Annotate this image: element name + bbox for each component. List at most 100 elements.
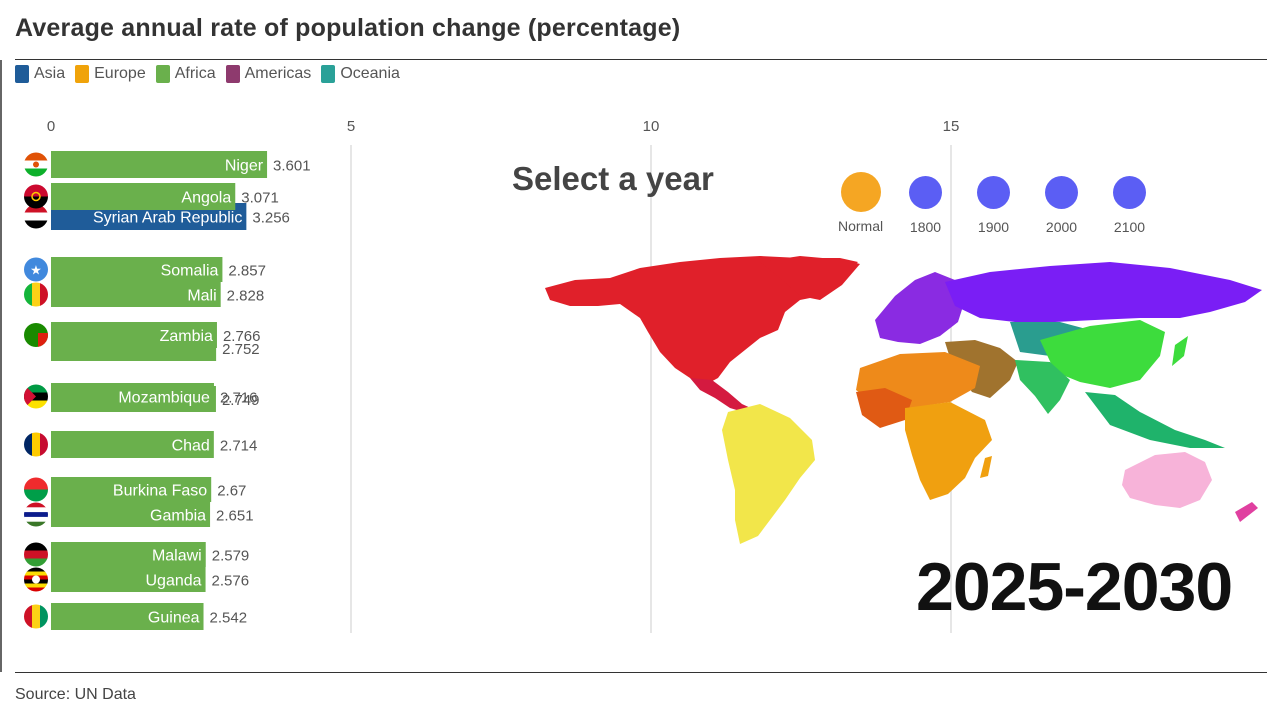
bar[interactable] [51,151,268,178]
year-circle-1900 [977,176,1010,209]
bar[interactable] [51,322,217,348]
bar-value-label: 2.542 [210,610,248,627]
bar-value-label: 2.828 [227,288,265,305]
flag-guinea-icon [24,604,48,629]
map-southeast-asia[interactable] [1085,392,1225,448]
flag-chad-icon [24,432,48,457]
bar[interactable] [51,257,223,282]
bar-value-label: 2.749 [222,392,260,409]
map-central-america[interactable] [690,378,755,414]
bars: Syrian Arab Republic 3.256 Niger 3.601 Angol… [24,151,311,630]
svg-text:★: ★ [30,263,42,278]
bar-name-label: Somalia [161,263,219,280]
bar-value-label: 2.579 [212,548,250,565]
bar-value-label: 2.716 [220,390,258,407]
bar-name-label: Gambia [150,508,206,525]
map-greenland[interactable] [760,256,860,300]
bar-name-label: Uganda [146,573,202,590]
legend-item-africa[interactable]: Africa [155,65,216,83]
bar-name-label: Niger [225,158,264,175]
bar-value-label: 2.651 [216,508,254,525]
chart-title: Average annual rate of population change… [15,14,681,42]
legend-label-asia: Asia [34,65,66,82]
map-madagascar[interactable] [980,456,992,478]
legend-item-europe[interactable]: Europe [75,65,146,83]
bar-name-label: Guinea [148,610,200,627]
map-russia[interactable] [945,262,1262,322]
bar-value-label: 3.071 [241,190,279,207]
legend-item-oceania[interactable]: Oceania [321,65,400,83]
year-button-2100[interactable]: 2100 [1113,176,1146,235]
map-japan[interactable] [1172,336,1188,366]
year-circle-2100 [1113,176,1146,209]
map-east-asia[interactable] [1040,320,1165,388]
legend-swatch-americas [225,65,240,83]
bar-value-label: 2.67 [217,483,246,500]
map-middle-east[interactable] [945,340,1018,398]
bar[interactable] [51,282,221,307]
year-button-2000[interactable]: 2000 [1045,176,1078,235]
bar-value-label: 2.766 [223,328,261,345]
bar-name-label: Syrian Arab Republic [93,210,242,227]
bar[interactable] [51,502,211,527]
map-southern-africa[interactable] [905,402,992,500]
year-button-1800[interactable]: 1800 [909,176,942,235]
bar-name-label: Angola [181,190,231,207]
bar-name-label: Mali [187,288,216,305]
bar-value-label: 2.714 [220,438,258,455]
map-new-zealand[interactable] [1235,502,1258,522]
map-australia[interactable] [1122,452,1212,508]
bar[interactable] [51,383,214,410]
legend-label-americas: Americas [244,65,312,82]
flag-zambia-icon [24,323,48,347]
year-button-1900[interactable]: 1900 [977,176,1010,235]
bar[interactable] [51,431,214,458]
flag-burkina-icon [24,477,48,502]
x-axis: 0 5 10 15 [47,118,960,135]
legend-swatch-europe [75,65,90,83]
year-button-normal[interactable]: Normal [838,172,883,234]
flag-angola-icon [24,184,48,209]
x-tick-label: 10 [643,118,660,135]
legend-swatch-asia [15,65,29,83]
map-europe[interactable] [875,272,965,344]
map-south-asia[interactable] [1015,360,1070,414]
bar-name-label: Mozambique [118,390,210,407]
bar-name-label: Burkina Faso [113,483,207,500]
bar-name-label: Zambia [160,328,213,345]
select-year-label: Select a year [512,160,714,197]
flag-niger-icon [24,152,48,177]
bar[interactable] [51,603,204,630]
bar-value-label: 2.752 [222,341,260,358]
flag-uganda-icon [24,567,48,592]
x-tick-label: 0 [47,118,55,135]
map-south-america[interactable] [722,404,815,544]
bar-value-label: 3.256 [252,210,290,227]
bar-value-label: 2.857 [228,263,266,280]
year-label-1800: 1800 [909,219,942,235]
year-circle-1800 [909,176,942,209]
legend-label-africa: Africa [174,65,216,82]
map-west-africa[interactable] [856,388,912,428]
source-note: Source: UN Data [15,686,136,703]
legend-label-europe: Europe [94,65,146,82]
year-label-2000: 2000 [1045,219,1078,235]
legend-item-americas[interactable]: Americas [225,65,312,83]
bar[interactable] [51,183,236,210]
flag-syria-icon [24,204,48,229]
bar-name-label: Chad [172,438,210,455]
bar[interactable] [51,542,206,567]
legend-item-asia[interactable]: Asia [15,65,65,83]
legend-swatch-oceania [321,65,336,83]
x-tick-label: 5 [347,118,355,135]
bar[interactable] [51,567,206,592]
left-border [0,60,2,672]
legend-swatch-africa [155,65,170,83]
world-map[interactable] [545,256,1262,544]
year-circle-normal [840,172,881,212]
year-label-2100: 2100 [1113,219,1146,235]
year-circle-2000 [1045,176,1078,209]
map-north-america[interactable] [545,256,858,385]
bar[interactable] [51,477,212,502]
